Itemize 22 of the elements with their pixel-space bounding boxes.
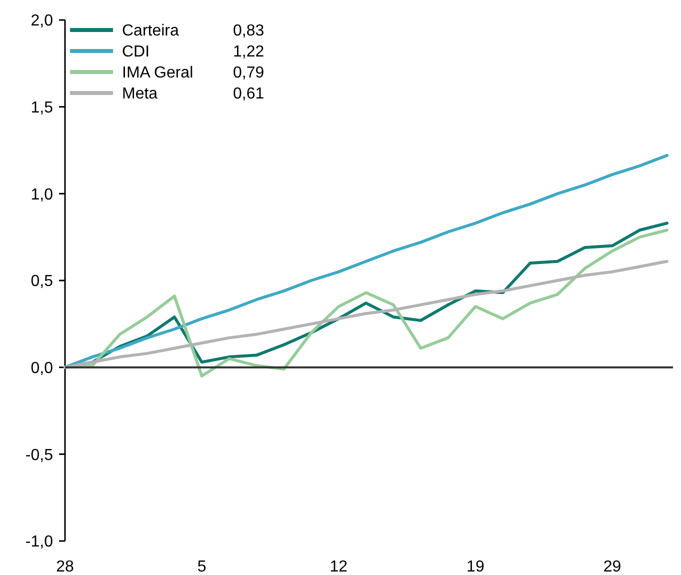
annotation: 0,61	[233, 86, 264, 103]
legend-label: CDI	[122, 44, 150, 61]
legend-label: IMA Geral	[122, 64, 194, 82]
x-tick-label: 29	[603, 558, 622, 575]
legend-label: Carteira	[122, 22, 180, 40]
x-tick-label: 5	[197, 558, 206, 575]
legend-label: Meta	[122, 86, 158, 103]
y-tick-label: 0,0	[30, 360, 54, 377]
x-tick-label: 12	[330, 558, 348, 575]
y-tick-label: 1,5	[30, 99, 54, 116]
y-tick-label: -0,5	[25, 446, 54, 464]
y-tick-label: 1,0	[30, 186, 54, 204]
x-tick-label: 28	[56, 558, 74, 575]
y-tick-label: -1,0	[25, 534, 54, 551]
annotation: 1,22	[233, 44, 264, 61]
annotation: 0,83	[233, 22, 264, 40]
annotation: 0,79	[233, 64, 264, 82]
y-tick-label: 0,5	[30, 273, 54, 290]
line-series	[64, 154, 668, 369]
x-tick-label: 19	[466, 558, 484, 575]
y-tick-label: 2,0	[30, 12, 54, 30]
line-series	[64, 260, 668, 369]
